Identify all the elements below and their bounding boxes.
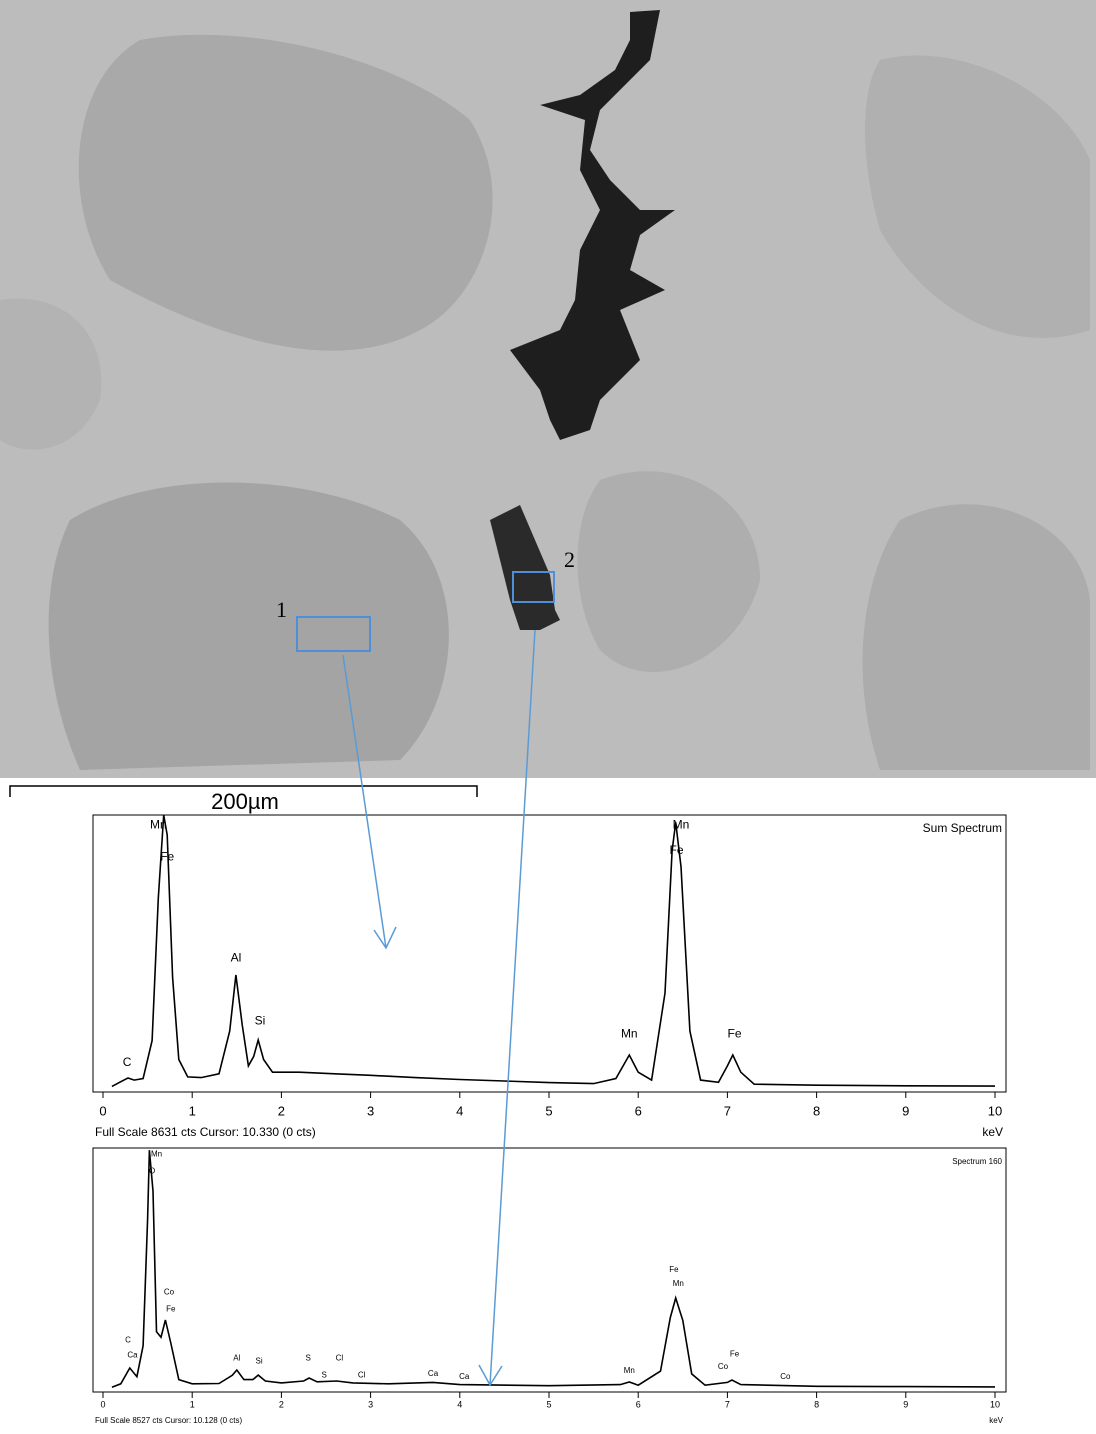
- x-tick-label: 7: [725, 1399, 730, 1409]
- grain: [865, 55, 1090, 338]
- x-tick-label: 7: [724, 1103, 731, 1118]
- crack: [510, 10, 675, 440]
- footer-text: Full Scale 8527 cts Cursor: 10.128 (0 ct…: [95, 1416, 243, 1425]
- peak-label: Fe: [730, 1349, 740, 1358]
- grain: [0, 298, 102, 450]
- peak-label: Cl: [358, 1370, 366, 1379]
- peak-label: Co: [164, 1287, 175, 1296]
- x-tick-label: 6: [636, 1399, 641, 1409]
- x-tick-label: 0: [100, 1399, 105, 1409]
- peak-label: Fe: [160, 849, 174, 863]
- peak-label: C: [125, 1335, 131, 1344]
- sem-image: 1 2: [0, 0, 1096, 778]
- peak-label: Ca: [127, 1351, 138, 1360]
- peak-label: Si: [255, 1014, 266, 1028]
- x-tick-label: 1: [190, 1399, 195, 1409]
- peak-label: O: [149, 1166, 155, 1175]
- peak-label: Ca: [459, 1372, 470, 1381]
- x-tick-label: 2: [279, 1399, 284, 1409]
- peak-label: Mn: [150, 818, 167, 832]
- peak-label: Mn: [621, 1026, 638, 1040]
- scale-label: 200µm: [211, 789, 279, 814]
- x-tick-label: 5: [545, 1103, 552, 1118]
- x-tick-label: 2: [278, 1103, 285, 1118]
- spectrum-title: Spectrum 160: [952, 1157, 1002, 1166]
- x-tick-label: 10: [988, 1103, 1002, 1118]
- region-box: [512, 571, 555, 603]
- scale-line: [9, 785, 478, 797]
- x-axis-label: keV: [989, 1416, 1003, 1425]
- peak-label: Mn: [151, 1149, 162, 1158]
- plot-frame: [92, 1147, 1007, 1393]
- grain: [48, 482, 449, 770]
- peak-label: Si: [256, 1356, 263, 1365]
- arrows: [342, 629, 536, 1387]
- grain: [78, 34, 493, 351]
- x-tick-label: 3: [367, 1103, 374, 1118]
- peak-label: Mn: [624, 1366, 635, 1375]
- x-tick-label: 9: [902, 1103, 909, 1118]
- x-tick-label: 8: [814, 1399, 819, 1409]
- spectrum-line: [111, 814, 996, 1088]
- arrow: [478, 629, 536, 1387]
- peak-label: Al: [233, 1354, 240, 1363]
- peak-label: Al: [231, 950, 242, 964]
- grain: [862, 504, 1090, 770]
- x-axis-label: keV: [982, 1125, 1003, 1139]
- peak-label: Mn: [673, 818, 690, 832]
- x-tick-label: 10: [990, 1399, 1000, 1409]
- x-tick-label: 0: [99, 1103, 106, 1118]
- x-tick-label: 6: [635, 1103, 642, 1118]
- region-box: [296, 616, 371, 652]
- grain: [577, 471, 760, 673]
- x-tick-label: 9: [903, 1399, 908, 1409]
- x-tick-label: 1: [189, 1103, 196, 1118]
- region-label: 2: [564, 547, 575, 572]
- peak-label: Ca: [428, 1369, 439, 1378]
- peak-label: Mn: [673, 1279, 684, 1288]
- arrow: [342, 654, 397, 950]
- peak-label: Co: [780, 1372, 791, 1381]
- peak-label: Cl: [336, 1354, 344, 1363]
- region-label: 1: [276, 597, 287, 622]
- x-tick-label: 3: [368, 1399, 373, 1409]
- scale-bar: 200µm: [9, 785, 478, 814]
- peak-label: C: [123, 1055, 132, 1069]
- x-tick-label: 8: [813, 1103, 820, 1118]
- peak-label: S: [305, 1354, 310, 1363]
- peak-label: Fe: [670, 843, 684, 857]
- peak-label: Fe: [166, 1304, 176, 1313]
- peak-label: S: [322, 1370, 327, 1379]
- crack: [490, 505, 560, 630]
- footer-text: Full Scale 8631 cts Cursor: 10.330 (0 ct…: [95, 1125, 316, 1139]
- x-tick-label: 5: [546, 1399, 551, 1409]
- spectrum-line: [111, 1150, 996, 1388]
- x-tick-label: 4: [457, 1399, 462, 1409]
- peak-label: Fe: [669, 1265, 679, 1274]
- peak-label: Fe: [728, 1026, 742, 1040]
- x-tick-label: 4: [456, 1103, 463, 1118]
- spectrum-title: Sum Spectrum: [923, 821, 1002, 835]
- peak-label: Co: [718, 1362, 729, 1371]
